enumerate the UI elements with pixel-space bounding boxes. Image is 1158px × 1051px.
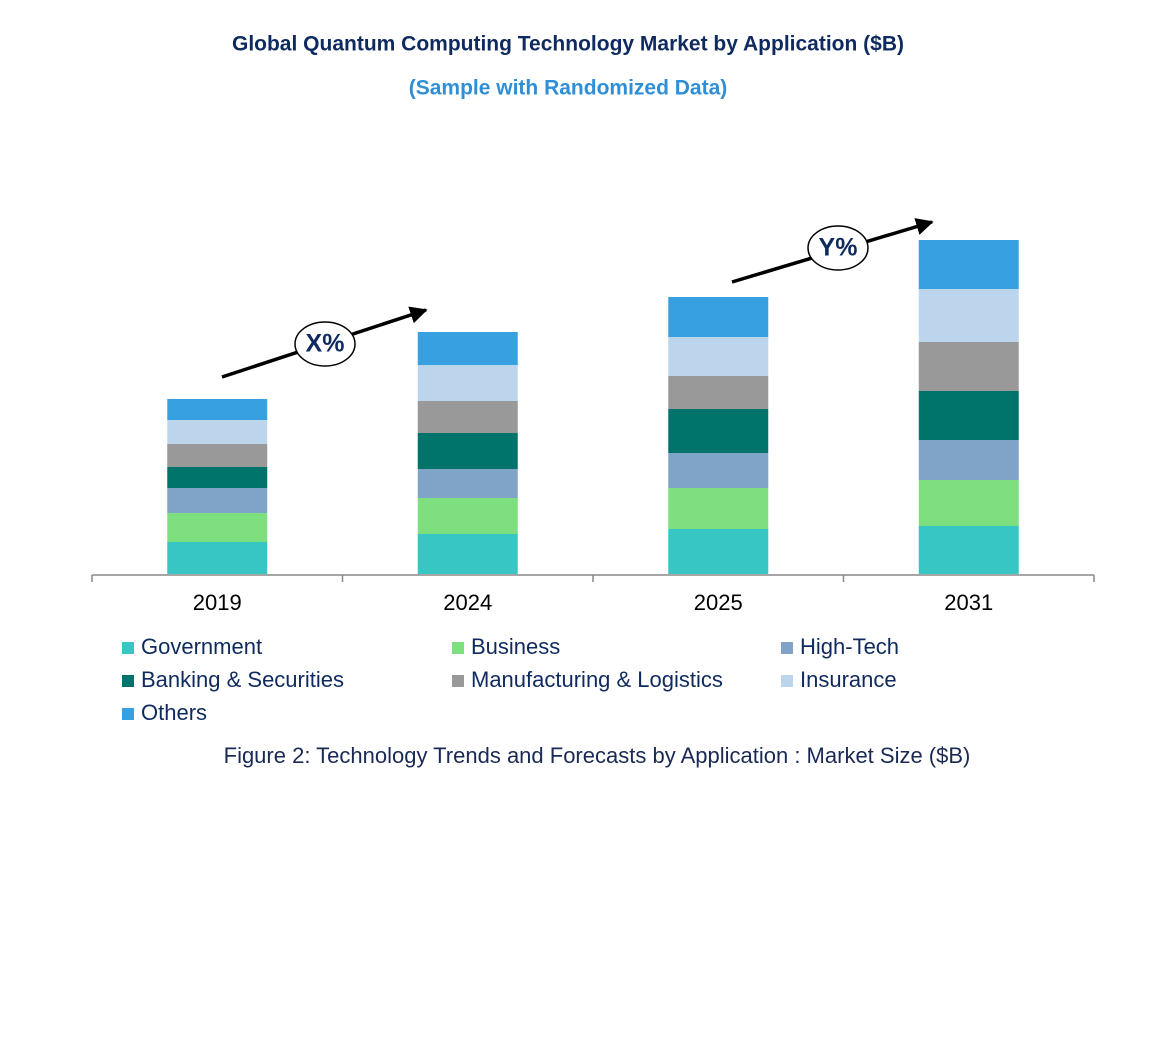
bar-segment [668, 297, 769, 337]
annotation-bubble [294, 321, 356, 367]
caption: Figure 2: Technology Trends and Forecast… [224, 743, 971, 768]
bar-segment [417, 498, 518, 534]
x-tick-label: 2031 [944, 590, 993, 615]
legend-label: Manufacturing & Logistics [471, 667, 723, 692]
legend-swatch [452, 675, 464, 687]
legend-swatch [122, 708, 134, 720]
legend-swatch [781, 675, 793, 687]
bar-segment [918, 240, 1019, 289]
bar-segment [668, 529, 769, 574]
bar-segment [417, 433, 518, 469]
x-tick-label: 2025 [694, 590, 743, 615]
legend-label: Government [141, 634, 262, 659]
chart-subtitle: (Sample with Randomized Data) [409, 77, 728, 100]
bar-segment [668, 337, 769, 376]
bar-segment [668, 453, 769, 488]
legend-label: Insurance [800, 667, 897, 692]
bar-segment [668, 409, 769, 453]
bar-segment [167, 420, 268, 444]
legend-swatch [122, 642, 134, 654]
bar-segment [167, 467, 268, 488]
legend-label: Business [471, 634, 560, 659]
legend-label: High-Tech [800, 634, 899, 659]
bar-segment [417, 401, 518, 433]
bar-segment [668, 376, 769, 409]
bar-segment [668, 488, 769, 529]
bar-segment [417, 365, 518, 401]
annotation: Y% [819, 234, 858, 262]
legend-swatch [122, 675, 134, 687]
x-tick-label: 2019 [193, 590, 242, 615]
bar-segment [918, 440, 1019, 480]
bar-segment [417, 534, 518, 574]
bar-segment [918, 480, 1019, 526]
bar-segment [417, 332, 518, 365]
bar-segment [167, 542, 268, 574]
bar-segment [167, 399, 268, 420]
legend-swatch [452, 642, 464, 654]
chart-title: Global Quantum Computing Technology Mark… [232, 33, 904, 56]
legend-label: Banking & Securities [141, 667, 344, 692]
bar-segment [167, 488, 268, 513]
bar-segment [918, 342, 1019, 391]
bar-segment [918, 526, 1019, 574]
legend-label: Others [141, 700, 207, 725]
legend-swatch [781, 642, 793, 654]
x-tick-label: 2024 [443, 590, 492, 615]
bar-segment [417, 469, 518, 498]
annotation: X% [306, 330, 345, 358]
bar-segment [918, 391, 1019, 440]
bar-segment [167, 513, 268, 542]
annotation-bubble [807, 225, 869, 271]
bar-segment [167, 444, 268, 467]
bar-segment [918, 289, 1019, 342]
